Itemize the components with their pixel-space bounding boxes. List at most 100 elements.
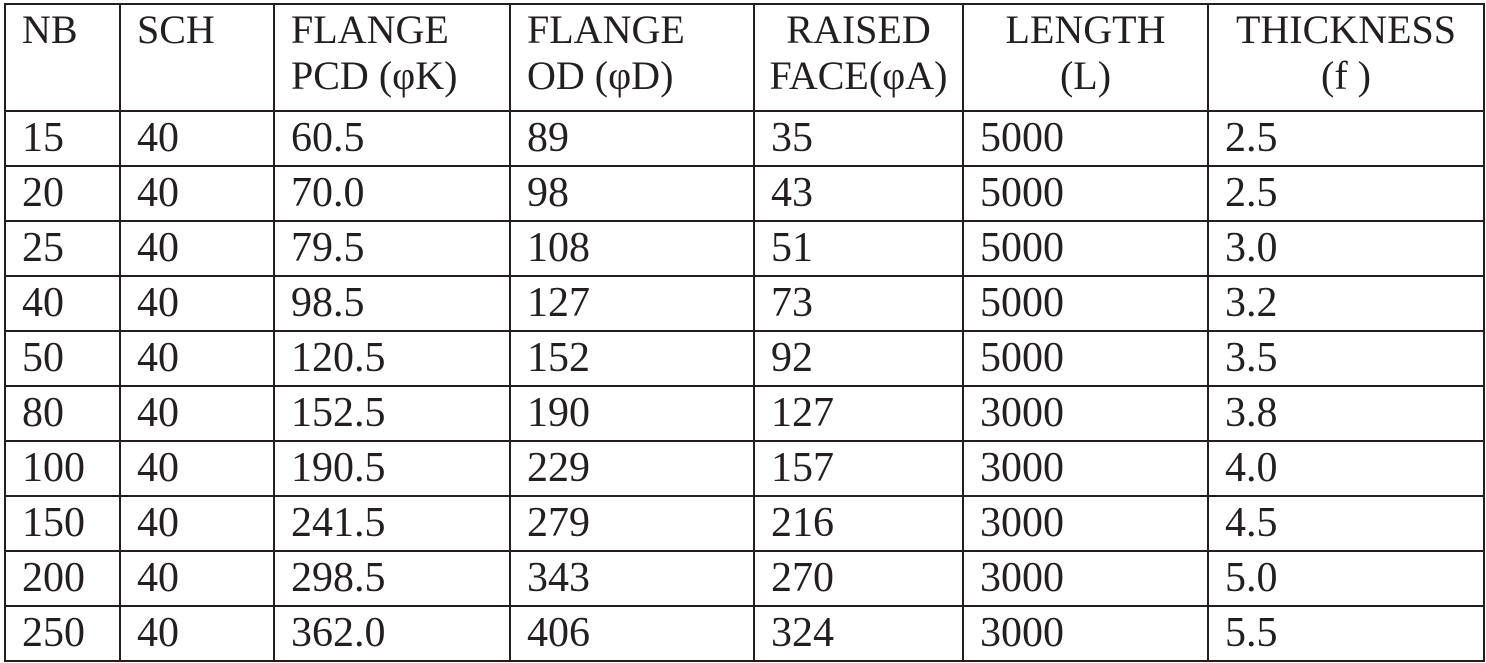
table-cell: 3.0	[1207, 220, 1485, 277]
table-cell: 3.8	[1207, 385, 1485, 442]
table-cell: 40	[119, 605, 275, 662]
table-cell: 98.5	[273, 275, 511, 332]
table-cell: 35	[753, 110, 964, 167]
table-cell: 5000	[962, 330, 1209, 387]
header-text: NB	[22, 7, 78, 52]
table-cell: 40	[119, 440, 275, 497]
table-cell: 2.5	[1207, 110, 1485, 167]
table-cell: 40	[119, 110, 275, 167]
table-cell: 5000	[962, 110, 1209, 167]
table-cell: 20	[4, 165, 121, 222]
header-text: FLANGE	[291, 7, 449, 52]
table-cell: 190.5	[273, 440, 511, 497]
table-cell: 89	[509, 110, 755, 167]
table-cell: 279	[509, 495, 755, 552]
table-cell: 241.5	[273, 495, 511, 552]
header-text: RAISED	[786, 7, 931, 52]
table-cell: 3000	[962, 385, 1209, 442]
table-cell: 100	[4, 440, 121, 497]
table-cell: 108	[509, 220, 755, 277]
table-cell: 406	[509, 605, 755, 662]
table-cell: 298.5	[273, 550, 511, 607]
table-cell: 324	[753, 605, 964, 662]
table-cell: 15	[4, 110, 121, 167]
table-cell: 157	[753, 440, 964, 497]
table-cell: 127	[753, 385, 964, 442]
table-cell: 40	[119, 165, 275, 222]
header-cell: SCH	[119, 3, 275, 112]
table-cell: 190	[509, 385, 755, 442]
table-row: 20 40 70.0 98 43 5000 2.5	[4, 165, 1485, 222]
table-cell: 92	[753, 330, 964, 387]
header-text: OD (φD)	[527, 53, 674, 98]
header-row: NB SCH FLANGE PCD (φK) FLANGE OD (φD) RAISED FA…	[4, 3, 1485, 112]
table-row: 50 40 120.5 152 92 5000 3.5	[4, 330, 1485, 387]
table-cell: 343	[509, 550, 755, 607]
table-cell: 25	[4, 220, 121, 277]
table-row: 80 40 152.5 190 127 3000 3.8	[4, 385, 1485, 442]
table-cell: 40	[119, 330, 275, 387]
table-cell: 40	[4, 275, 121, 332]
header-cell: FLANGE PCD (φK)	[273, 3, 511, 112]
header-cell: NB	[4, 3, 121, 112]
table-cell: 152	[509, 330, 755, 387]
table-cell: 5000	[962, 165, 1209, 222]
table-cell: 80	[4, 385, 121, 442]
table-row: 250 40 362.0 406 324 3000 5.5	[4, 605, 1485, 662]
header-text: LENGTH	[1005, 7, 1166, 52]
header-text: FACE(φA)	[769, 53, 948, 98]
table-cell: 270	[753, 550, 964, 607]
table-row: 200 40 298.5 343 270 3000 5.0	[4, 550, 1485, 607]
table-cell: 3000	[962, 440, 1209, 497]
table-cell: 150	[4, 495, 121, 552]
table-body: 15 40 60.5 89 35 5000 2.5 20 40 70.0 98 43 5000 2.5 25…	[4, 110, 1485, 662]
table-cell: 4.5	[1207, 495, 1485, 552]
table-cell: 3.5	[1207, 330, 1485, 387]
header-text: SCH	[137, 7, 215, 52]
table-cell: 5.0	[1207, 550, 1485, 607]
header-cell: FLANGE OD (φD)	[509, 3, 755, 112]
table-cell: 362.0	[273, 605, 511, 662]
table-cell: 3.2	[1207, 275, 1485, 332]
table-cell: 4.0	[1207, 440, 1485, 497]
table-cell: 120.5	[273, 330, 511, 387]
table-row: 150 40 241.5 279 216 3000 4.5	[4, 495, 1485, 552]
table-cell: 50	[4, 330, 121, 387]
table-cell: 250	[4, 605, 121, 662]
table-cell: 216	[753, 495, 964, 552]
table-cell: 70.0	[273, 165, 511, 222]
table-cell: 98	[509, 165, 755, 222]
table-row: 15 40 60.5 89 35 5000 2.5	[4, 110, 1485, 167]
table-cell: 5000	[962, 220, 1209, 277]
table-cell: 40	[119, 220, 275, 277]
table-cell: 5000	[962, 275, 1209, 332]
table-cell: 152.5	[273, 385, 511, 442]
table-cell: 127	[509, 275, 755, 332]
table-row: 25 40 79.5 108 51 5000 3.0	[4, 220, 1485, 277]
table-cell: 40	[119, 275, 275, 332]
header-cell: LENGTH (L)	[962, 3, 1209, 112]
table-row: 40 40 98.5 127 73 5000 3.2	[4, 275, 1485, 332]
table-cell: 60.5	[273, 110, 511, 167]
header-cell: THICKNESS (f )	[1207, 3, 1485, 112]
header-text: THICKNESS	[1235, 7, 1457, 52]
table-cell: 40	[119, 385, 275, 442]
table-cell: 79.5	[273, 220, 511, 277]
header-cell: RAISED FACE(φA)	[753, 3, 964, 112]
table-cell: 51	[753, 220, 964, 277]
table-cell: 5.5	[1207, 605, 1485, 662]
table-cell: 43	[753, 165, 964, 222]
table-cell: 3000	[962, 605, 1209, 662]
header-text: PCD (φK)	[291, 53, 458, 98]
header-text: (L)	[1059, 53, 1112, 98]
table-cell: 73	[753, 275, 964, 332]
header-text: (f )	[1321, 53, 1371, 98]
flange-table: NB SCH FLANGE PCD (φK) FLANGE OD (φD) RAISED FA…	[4, 3, 1485, 662]
table-cell: 200	[4, 550, 121, 607]
header-text: FLANGE	[527, 7, 685, 52]
table-cell: 2.5	[1207, 165, 1485, 222]
table-cell: 40	[119, 495, 275, 552]
table-cell: 40	[119, 550, 275, 607]
table-cell: 3000	[962, 550, 1209, 607]
